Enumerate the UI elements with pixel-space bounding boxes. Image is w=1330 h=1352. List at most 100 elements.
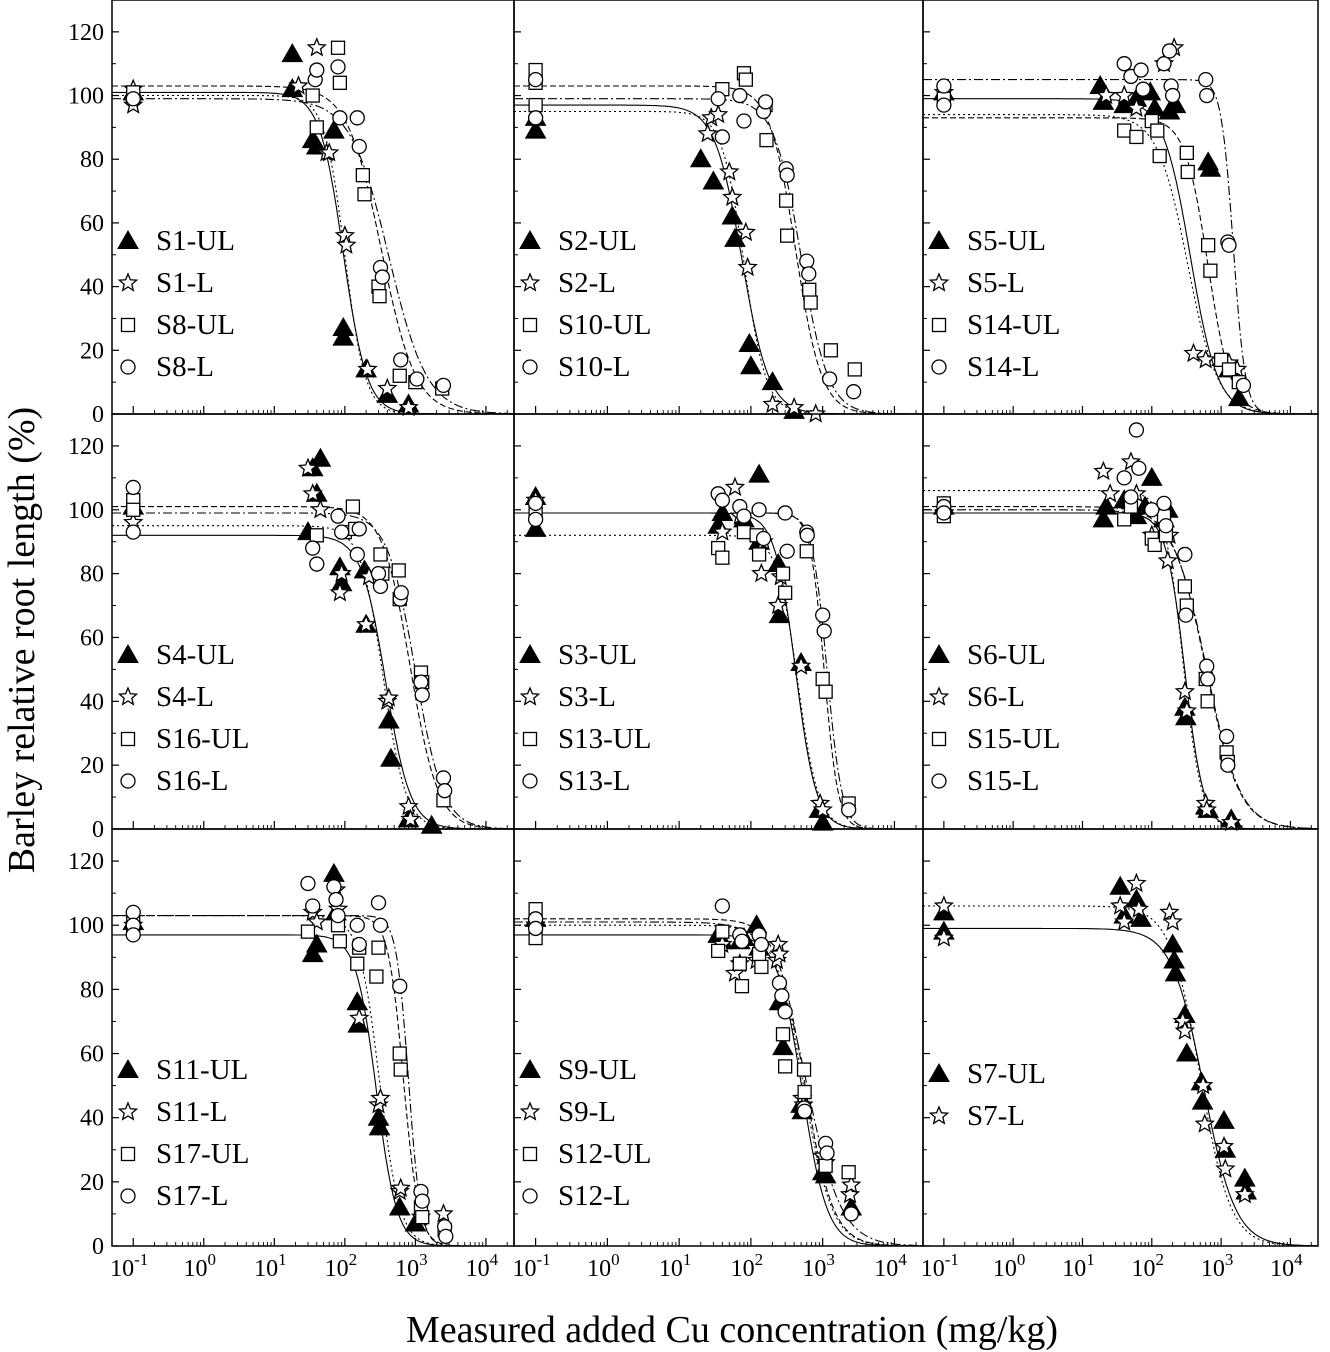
data-point <box>775 1027 791 1042</box>
data-point <box>736 113 752 129</box>
data-point <box>1215 1158 1236 1178</box>
data-point <box>805 403 826 423</box>
data-point <box>1179 145 1194 161</box>
y-tick-label: 80 <box>80 977 104 1003</box>
data-point <box>711 943 726 959</box>
data-point <box>797 1084 812 1100</box>
fit-curve-S7-L <box>923 905 1319 1247</box>
data-point <box>802 282 817 297</box>
legend-label: S4-L <box>156 681 214 713</box>
data-point <box>748 463 770 483</box>
data-point <box>1131 460 1147 476</box>
data-point <box>349 917 365 933</box>
x-tick-label: 103 <box>395 1250 428 1282</box>
data-point <box>936 97 952 113</box>
y-tick-label: 20 <box>80 1170 104 1196</box>
data-point <box>305 540 321 556</box>
data-point <box>328 891 344 908</box>
data-point <box>414 1193 430 1209</box>
data-point <box>1092 508 1115 528</box>
data-point <box>774 988 790 1004</box>
data-point <box>732 956 747 971</box>
data-point <box>413 674 429 690</box>
data-point <box>759 132 774 148</box>
series-S2-L <box>697 103 826 423</box>
legend-label: S15-L <box>967 765 1040 797</box>
fit-curve-S8-L <box>112 98 514 415</box>
legend-label: S10-L <box>558 351 631 383</box>
data-point <box>751 502 767 518</box>
data-point <box>753 936 770 953</box>
x-tick-label: 101 <box>254 1250 287 1282</box>
legend-marker <box>120 1188 136 1204</box>
data-point <box>438 1228 454 1245</box>
legend-marker <box>120 1146 136 1162</box>
data-point <box>777 1059 793 1074</box>
data-point <box>330 59 346 75</box>
legend-label: S12-UL <box>558 1138 651 1170</box>
legend-marker <box>522 1188 538 1204</box>
data-point <box>372 289 387 304</box>
y-tick-label: 0 <box>92 402 104 428</box>
data-point <box>799 527 815 543</box>
x-tick-label: 101 <box>659 1250 692 1282</box>
data-point <box>840 802 857 818</box>
data-point <box>333 524 350 540</box>
series-S3-L <box>525 476 833 819</box>
data-point <box>1159 901 1180 922</box>
data-point <box>377 709 400 729</box>
data-point <box>357 358 378 379</box>
data-point <box>712 521 733 541</box>
data-point <box>1116 56 1132 72</box>
data-point <box>714 898 730 914</box>
data-point <box>435 377 452 393</box>
data-point <box>1140 466 1163 486</box>
data-point <box>933 895 955 915</box>
series-S4-L <box>123 457 421 829</box>
data-point <box>1129 129 1144 145</box>
x-tick-label: 100 <box>184 1250 217 1282</box>
data-point <box>1234 1183 1256 1204</box>
data-point <box>309 447 332 467</box>
data-point <box>297 457 319 477</box>
legend-marker <box>522 731 538 747</box>
data-point <box>714 129 730 145</box>
legend-marker <box>117 643 139 663</box>
data-point <box>1156 56 1172 72</box>
data-point <box>524 517 547 537</box>
data-point <box>400 808 421 829</box>
data-point <box>392 368 407 383</box>
data-point <box>393 585 409 601</box>
legend-marker <box>522 317 538 333</box>
legend-marker <box>928 686 950 706</box>
x-tick-label: 101 <box>1062 1250 1095 1282</box>
data-point <box>1144 502 1160 518</box>
series-S8-L <box>125 59 452 393</box>
legend-label: S16-L <box>156 765 229 797</box>
y-tick-label: 60 <box>80 211 104 237</box>
fit-curve-S15-L <box>923 509 1319 830</box>
data-point <box>326 879 342 895</box>
y-tick-label: 100 <box>68 498 104 524</box>
data-point <box>1177 546 1193 563</box>
data-point <box>1157 550 1178 570</box>
data-point <box>761 371 784 391</box>
data-point <box>771 975 788 991</box>
series-S1-L <box>123 37 419 417</box>
legend-label: S11-L <box>156 1096 227 1128</box>
data-point <box>751 547 767 562</box>
legend-label: S10-UL <box>558 309 651 341</box>
data-point <box>780 228 795 243</box>
data-point <box>378 687 400 707</box>
data-point <box>757 94 774 110</box>
data-point <box>702 170 725 190</box>
legend-marker <box>928 229 950 249</box>
data-point <box>734 979 750 994</box>
data-point <box>527 110 544 126</box>
data-point <box>1133 62 1149 78</box>
data-point <box>1213 1135 1235 1156</box>
data-point <box>1125 505 1148 525</box>
data-point <box>1162 911 1183 931</box>
data-point <box>769 943 790 963</box>
data-point <box>1130 907 1152 927</box>
